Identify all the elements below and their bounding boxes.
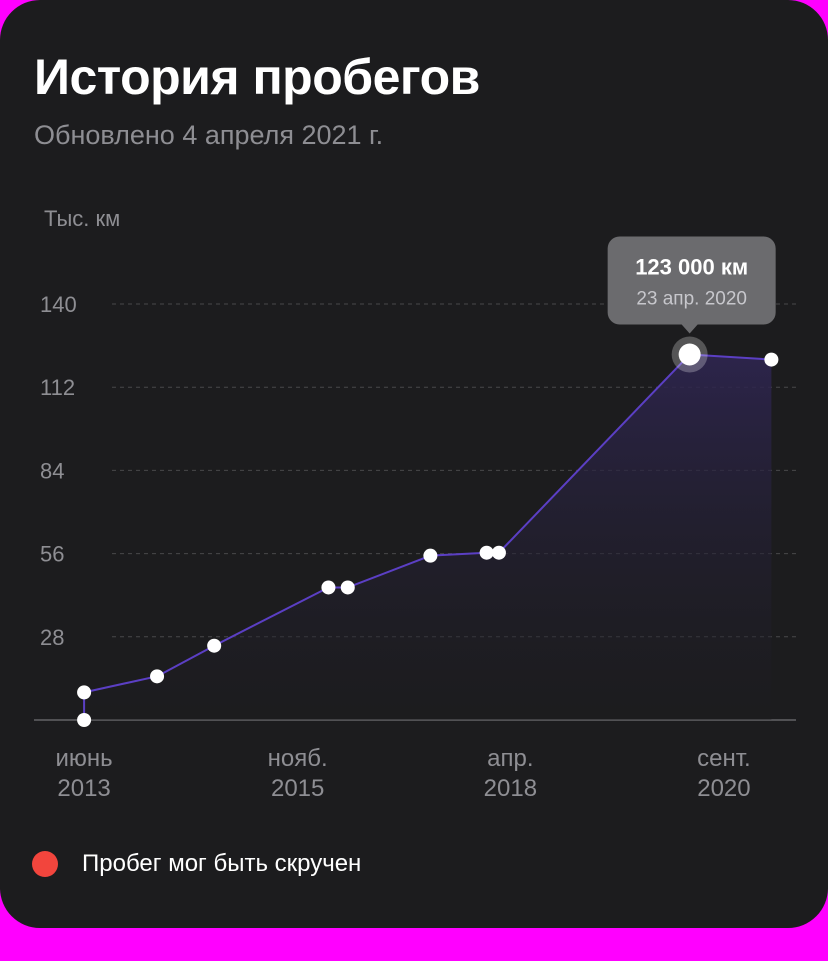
data-point[interactable] xyxy=(479,545,494,560)
area-layer xyxy=(84,354,772,720)
y-tick-label: 112 xyxy=(40,375,75,400)
data-point[interactable] xyxy=(77,713,92,727)
point-layer xyxy=(77,336,779,727)
x-tick-label-month: апр. xyxy=(487,745,533,772)
data-point[interactable] xyxy=(491,545,506,560)
legend-label-rollback: Пробег мог быть скручен xyxy=(82,850,362,877)
y-tick-label: 140 xyxy=(40,292,77,317)
x-tick-label-year: 2018 xyxy=(484,775,537,802)
x-tick-label-year: 2015 xyxy=(271,775,324,802)
y-tick-label: 56 xyxy=(40,542,64,567)
tooltip-date: 23 апр. 2020 xyxy=(636,289,747,310)
data-point[interactable] xyxy=(764,352,779,367)
tooltip-layer: 123 000 км 23 апр. 2020 xyxy=(607,236,776,334)
mileage-history-card: История пробегов Обновлено 4 апреля 2021… xyxy=(0,0,828,928)
tooltip-box xyxy=(607,236,776,325)
legend: Пробег мог быть скручен xyxy=(32,850,361,878)
y-tick-label: 28 xyxy=(40,625,64,650)
y-axis-label: Тыс. км xyxy=(44,206,120,231)
series-area xyxy=(84,354,772,720)
mileage-chart: Тыс. км 28 56 84 112 140 июнь 2013 нояб. 2015 ап… xyxy=(34,206,796,802)
data-point[interactable] xyxy=(207,638,222,653)
data-point[interactable] xyxy=(423,548,438,563)
data-point[interactable] xyxy=(77,685,92,700)
data-point[interactable] xyxy=(150,669,165,684)
y-tick-label: 84 xyxy=(40,458,64,483)
x-tick-label-month: сент. xyxy=(697,745,751,772)
tooltip-value: 123 000 км xyxy=(635,255,748,280)
card-title: История пробегов xyxy=(34,49,480,105)
x-tick-label-year: 2020 xyxy=(697,775,750,802)
tooltip-arrow xyxy=(681,324,698,334)
data-point[interactable] xyxy=(340,580,355,595)
data-point[interactable] xyxy=(321,580,336,595)
card-subtitle: Обновлено 4 апреля 2021 г. xyxy=(34,120,384,150)
selected-data-point[interactable] xyxy=(678,343,701,366)
x-tick-layer: июнь 2013 нояб. 2015 апр. 2018 сент. 2020 xyxy=(56,745,751,802)
x-tick-label-year: 2013 xyxy=(57,775,110,802)
x-tick-label-month: нояб. xyxy=(268,745,328,772)
legend-marker-rollback xyxy=(32,851,58,877)
x-tick-label-month: июнь xyxy=(56,745,113,772)
